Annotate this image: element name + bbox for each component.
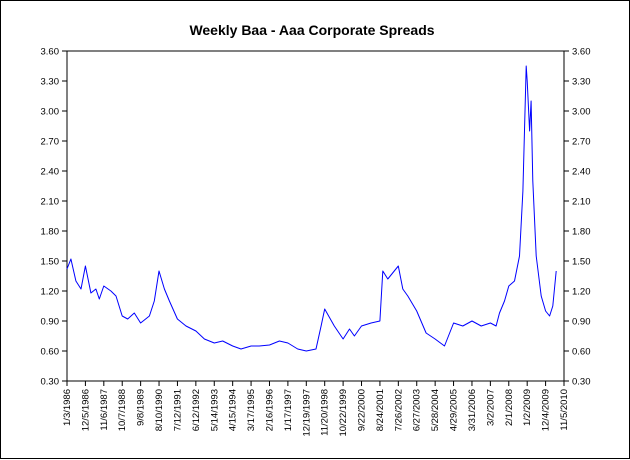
x-tick-label: 3/2/2007 (485, 389, 496, 426)
x-tick-label: 11/5/2010 (559, 389, 570, 431)
series-line (66, 65, 557, 352)
y-tick-label-right: 3.00 (572, 107, 591, 118)
y-tick-label-left: 3.30 (41, 77, 60, 88)
x-tick-label: 7/26/2002 (393, 389, 404, 431)
y-tick-label-right: 1.80 (572, 227, 591, 238)
y-tick-label-left: 3.00 (41, 107, 60, 118)
x-tick-label: 12/19/1997 (301, 389, 312, 437)
y-tick-label-left: 0.60 (41, 347, 60, 358)
y-tick-label-right: 0.90 (572, 317, 591, 328)
x-tick-label: 2/16/1996 (264, 389, 275, 431)
y-tick-label-left: 2.10 (41, 197, 60, 208)
x-tick-label: 12/4/2009 (541, 389, 552, 431)
y-tick-label-left: 1.20 (41, 287, 60, 298)
x-tick-label: 10/7/1988 (117, 389, 128, 431)
x-tick-label: 1/17/1997 (283, 389, 294, 431)
y-tick-label-left: 0.30 (41, 377, 60, 388)
x-tick-label: 9/8/1989 (136, 389, 147, 426)
y-tick-label-right: 0.60 (572, 347, 591, 358)
x-tick-label: 11/6/1987 (99, 389, 110, 431)
axes: 0.30 0.30 0.60 0.60 0.90 0.90 1.20 1.20 1.50 1.50… (41, 47, 591, 437)
x-tick-label: 5/14/1993 (209, 389, 220, 431)
y-tick-label-right: 1.50 (572, 257, 591, 268)
x-tick-label: 1/2/2009 (522, 389, 533, 426)
x-tick-label: 1/3/1986 (62, 389, 73, 426)
y-tick-label-right: 3.60 (572, 47, 591, 58)
y-tick-label-right: 1.20 (572, 287, 591, 298)
y-tick-label-left: 1.80 (41, 227, 60, 238)
y-tick-label-right: 0.30 (572, 377, 591, 388)
y-tick-label-right: 2.10 (572, 197, 591, 208)
y-tick-label-left: 1.50 (41, 257, 60, 268)
x-tick-label: 3/31/2006 (467, 389, 478, 431)
x-tick-label: 6/27/2003 (412, 389, 423, 431)
x-tick-label: 8/10/1990 (154, 389, 165, 431)
x-tick-label: 5/28/2004 (430, 389, 441, 431)
x-tick-label: 9/22/2000 (357, 389, 368, 431)
series-layer (66, 65, 557, 352)
chart-title: Weekly Baa - Aaa Corporate Spreads (189, 22, 434, 38)
x-tick-label: 4/15/1994 (228, 389, 239, 431)
y-tick-label-right: 2.40 (572, 167, 591, 178)
y-tick-label-left: 2.70 (41, 137, 60, 148)
y-tick-label-left: 0.90 (41, 317, 60, 328)
y-tick-label-right: 2.70 (572, 137, 591, 148)
x-tick-label: 10/22/1999 (338, 389, 349, 437)
x-tick-label: 11/20/1998 (320, 389, 331, 436)
x-tick-label: 12/5/1986 (80, 389, 91, 431)
x-tick-label: 2/1/2008 (504, 389, 515, 426)
plot-area (66, 50, 565, 382)
y-tick-label-left: 2.40 (41, 167, 60, 178)
x-tick-label: 8/24/2001 (375, 389, 386, 431)
y-tick-label-left: 3.60 (41, 47, 60, 58)
x-tick-label: 7/12/1991 (172, 389, 183, 431)
x-tick-label: 4/29/2005 (449, 389, 460, 431)
x-tick-label: 6/12/1992 (191, 389, 202, 431)
y-tick-label-right: 3.30 (572, 77, 591, 88)
x-tick-label: 3/17/1995 (246, 389, 257, 431)
